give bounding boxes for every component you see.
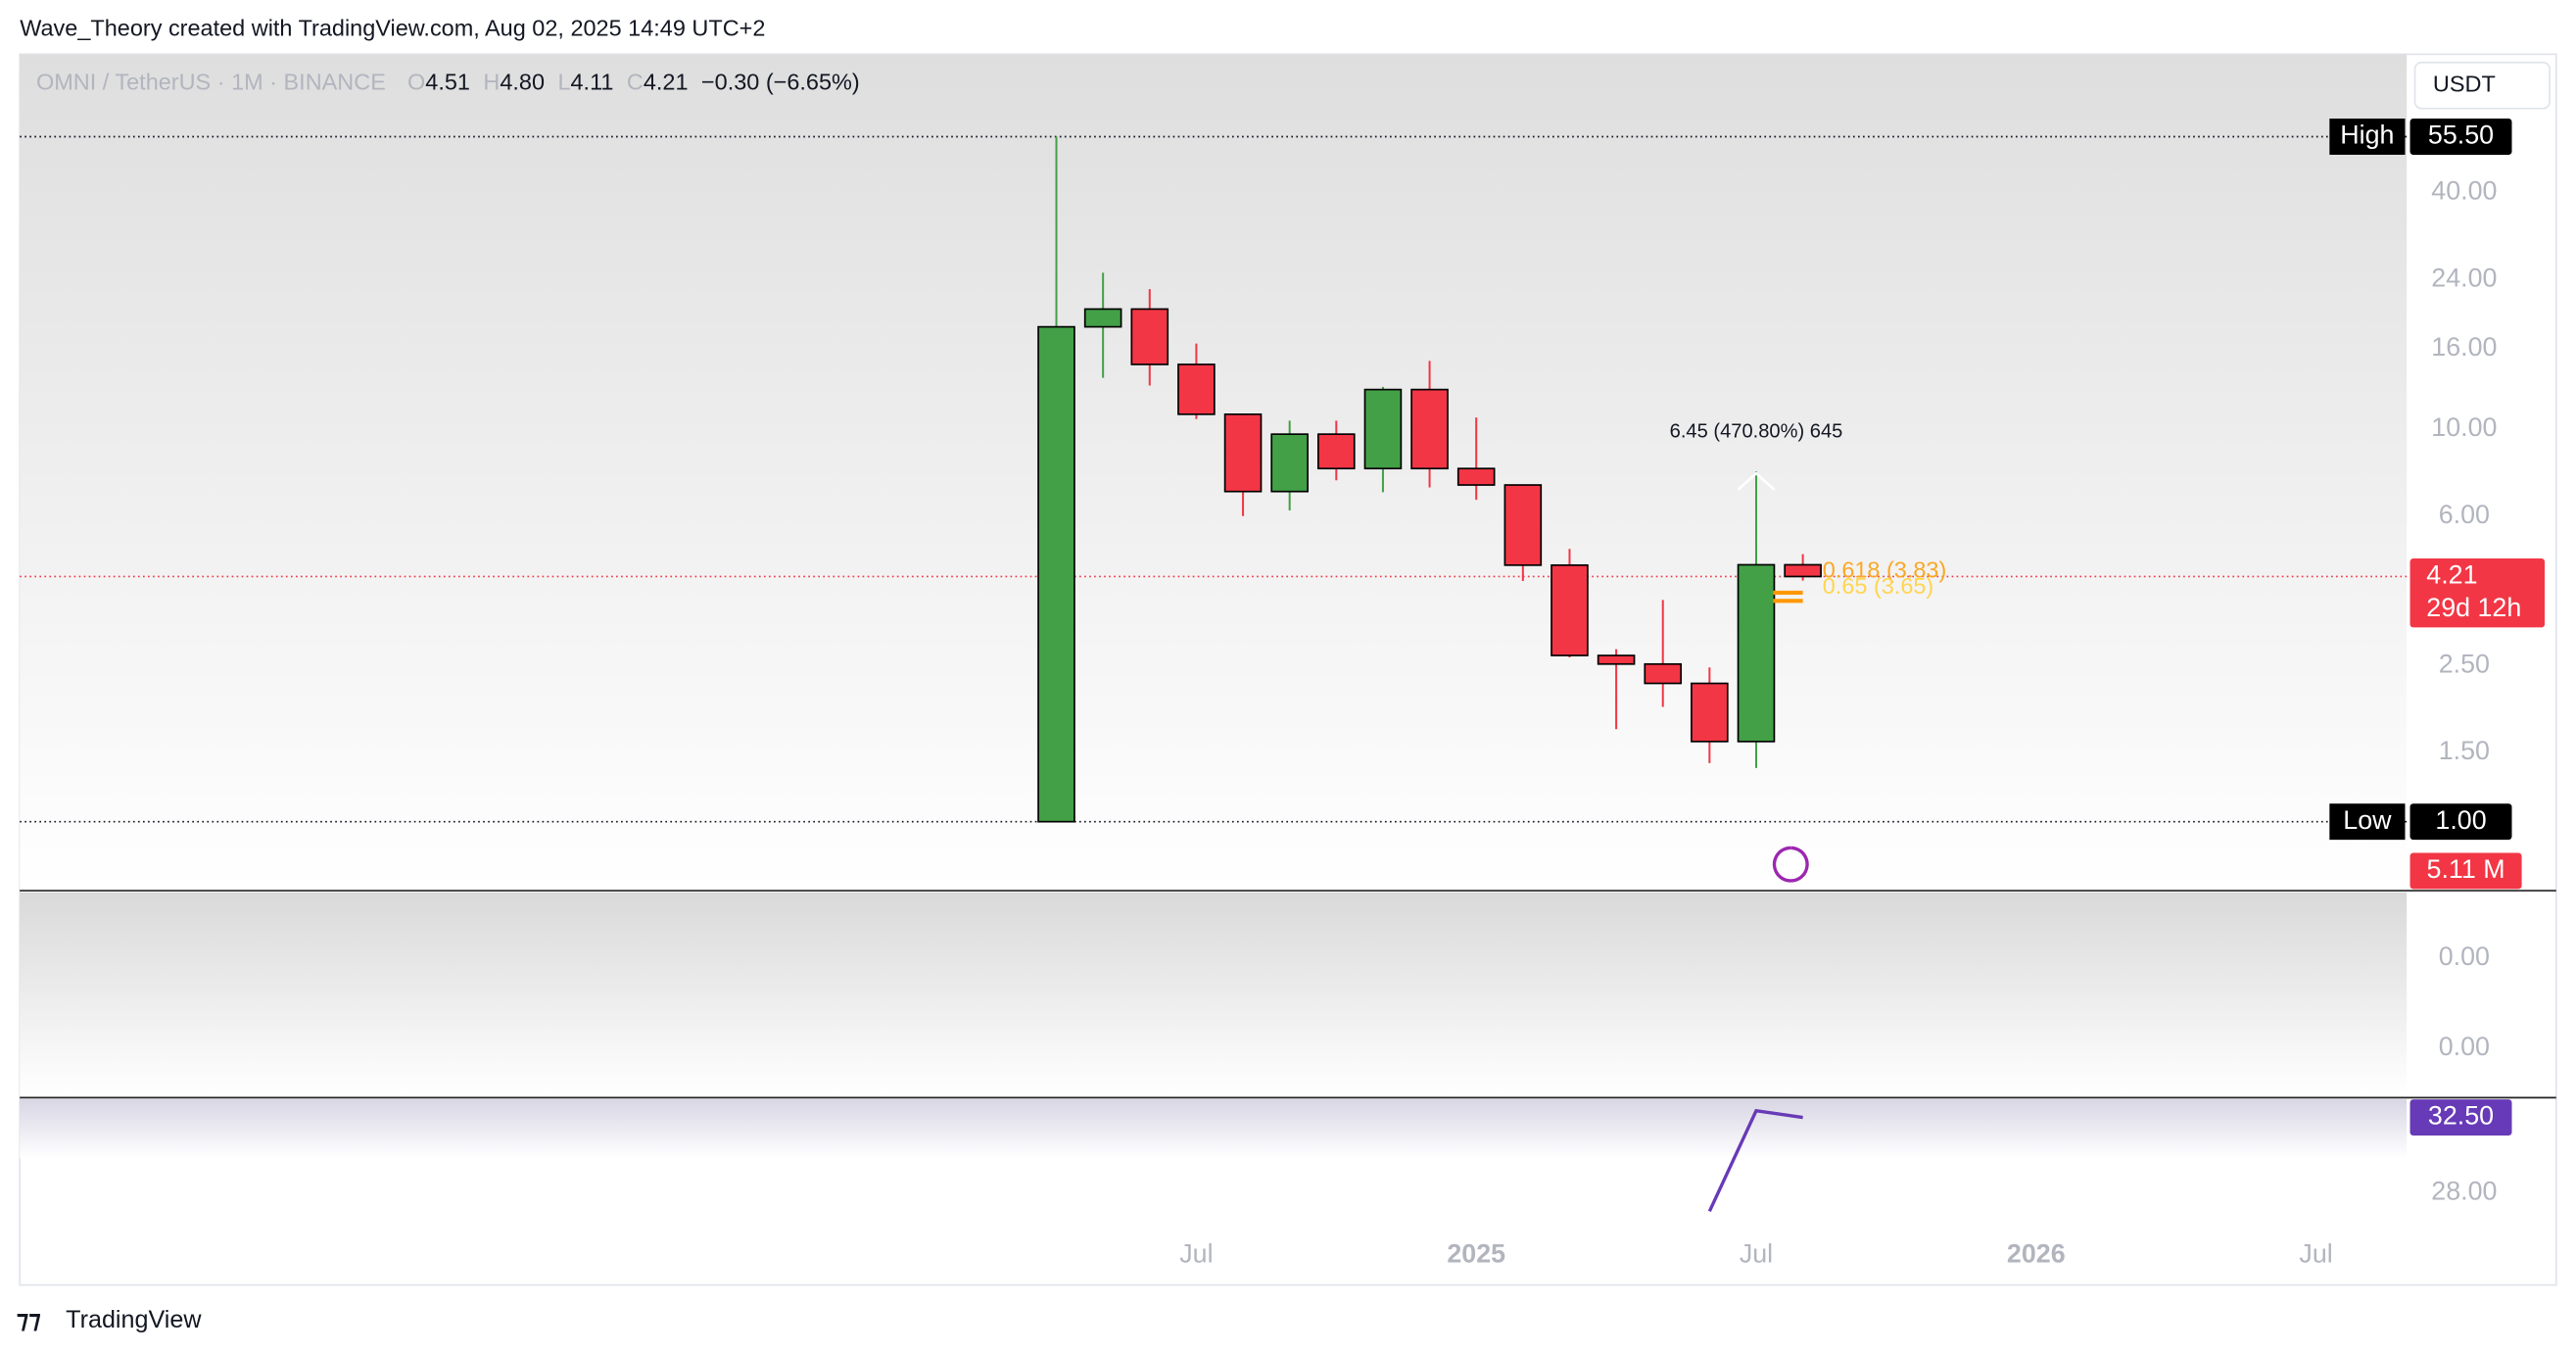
currency-button[interactable] (2413, 61, 2551, 110)
x-tick-label: 2025 (1447, 1238, 1505, 1268)
extreme-value-box (2409, 803, 2512, 841)
x-tick-label: Jul (1179, 1238, 1213, 1268)
y-tick-label: 6.00 (2439, 500, 2490, 529)
fib-label: 0.618 (3.83) (1823, 556, 1947, 582)
candle-body (1363, 388, 1403, 470)
extreme-name-box (2329, 119, 2406, 155)
extreme-value: 1.00 (2435, 805, 2486, 835)
ohlc-key: H (483, 70, 500, 95)
ohlc-value: 4.11 (571, 70, 614, 95)
candle-body (1223, 413, 1263, 493)
ohlc-value: 4.51 (425, 70, 470, 95)
volume-label: 5.11 M (2427, 854, 2505, 884)
currency[interactable]: USDT (2433, 71, 2496, 96)
ohlc-key: C (627, 70, 644, 95)
y-tick-label: 1.50 (2439, 736, 2490, 765)
x-tick-label: Jul (1740, 1238, 1773, 1268)
ohlc-legend: O4.51 H4.80 L4.11 C4.21 −0.30 (−6.65%) (407, 70, 860, 95)
change: −0.30 (−6.65%) (701, 70, 860, 95)
brand: TradingView (66, 1306, 202, 1333)
candle-body (1597, 654, 1636, 665)
y-tick-label: 10.00 (2431, 412, 2497, 442)
volume-box (2409, 852, 2522, 890)
candle-body (1037, 325, 1075, 823)
x-tick-label: Jul (2299, 1238, 2332, 1268)
candle-body (1691, 682, 1729, 743)
extreme-value: 55.50 (2428, 121, 2494, 150)
candle-body (1456, 467, 1496, 486)
candle-body (1784, 563, 1822, 578)
extreme-name: High (2340, 121, 2394, 150)
ohlc-value: 4.80 (500, 70, 545, 95)
rsi-line (1707, 1108, 1803, 1213)
credit: Wave_Theory created with TradingView.com… (20, 15, 765, 40)
last-price: 4.21 (2426, 560, 2477, 590)
y-tick-label: 40.00 (2431, 176, 2497, 206)
candle-body (1177, 363, 1216, 415)
logo-mark: ⁊⁊ (17, 1306, 41, 1333)
rsi-tick-label: 28.00 (2431, 1177, 2497, 1206)
candle-body (1550, 564, 1589, 656)
fib-label: 0.65 (3.65) (1823, 573, 1934, 599)
y-tick-label: 16.00 (2431, 332, 2497, 362)
candle-body (1270, 433, 1309, 493)
candle-body (1317, 433, 1356, 470)
y-tick-label: 2.50 (2439, 649, 2490, 678)
ohlc-value: 4.21 (644, 70, 689, 95)
candle-body (1503, 484, 1543, 566)
indicator-pane (20, 892, 2408, 1096)
countdown: 29d 12h (2426, 593, 2521, 622)
candle-body (1644, 662, 1683, 685)
candle-body (1083, 308, 1122, 328)
rsi-last-box (2409, 1099, 2512, 1136)
price-pane (20, 54, 2408, 890)
y-tick-label: 24.00 (2431, 264, 2497, 293)
indicator-label: 0.00 (2439, 1032, 2490, 1061)
rsi-pane (20, 1099, 2408, 1159)
measure-arrow (1737, 471, 1776, 491)
alert-icon[interactable] (1772, 846, 1809, 883)
ohlc-key: L (557, 70, 570, 95)
extreme-name-box (2329, 803, 2406, 841)
measure-label: 6.45 (470.80%) 645 (1670, 420, 1843, 442)
extreme-name: Low (2343, 805, 2392, 835)
extreme-value-box (2409, 119, 2512, 155)
symbol: OMNI / TetherUS · 1M · BINANCE (36, 70, 386, 95)
x-tick-label: 2026 (2007, 1238, 2066, 1268)
indicator-label: 0.00 (2439, 942, 2490, 971)
ohlc-key: O (407, 70, 425, 95)
candle-body (1737, 563, 1776, 743)
candle-body (1130, 308, 1169, 365)
candle-body (1410, 388, 1449, 470)
last-price-box (2409, 557, 2546, 628)
rsi-last: 32.50 (2428, 1101, 2494, 1131)
